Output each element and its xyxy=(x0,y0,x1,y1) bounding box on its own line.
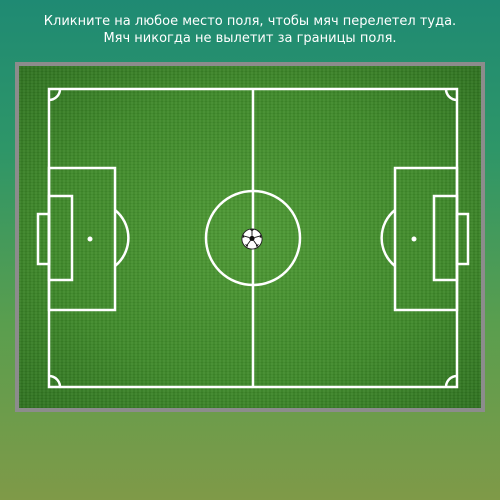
instruction-line-1: Кликните на любое место поля, чтобы мяч … xyxy=(43,14,457,29)
left-penalty-arc xyxy=(114,209,130,267)
left-goal-area xyxy=(47,194,74,282)
soccer-field[interactable] xyxy=(15,62,485,412)
field-markings xyxy=(36,87,470,389)
right-goal-area xyxy=(432,194,459,282)
left-goal xyxy=(36,212,51,266)
left-penalty-area xyxy=(47,166,117,312)
right-penalty-spot xyxy=(411,236,417,242)
left-penalty-spot xyxy=(87,236,93,242)
right-goal xyxy=(455,212,470,266)
corner-arc-top-right xyxy=(444,88,458,102)
corner-arc-bottom-right xyxy=(444,374,458,388)
corner-arc-top-left xyxy=(48,88,62,102)
center-circle xyxy=(204,189,302,287)
right-penalty-area xyxy=(393,166,459,312)
corner-arc-bottom-left xyxy=(48,374,62,388)
instruction-line-2: Мяч никогда не вылетит за границы поля. xyxy=(103,31,397,46)
right-penalty-arc xyxy=(380,209,396,267)
soccer-ball-icon xyxy=(241,228,263,250)
instructions: Кликните на любое место поля, чтобы мяч … xyxy=(0,13,500,47)
